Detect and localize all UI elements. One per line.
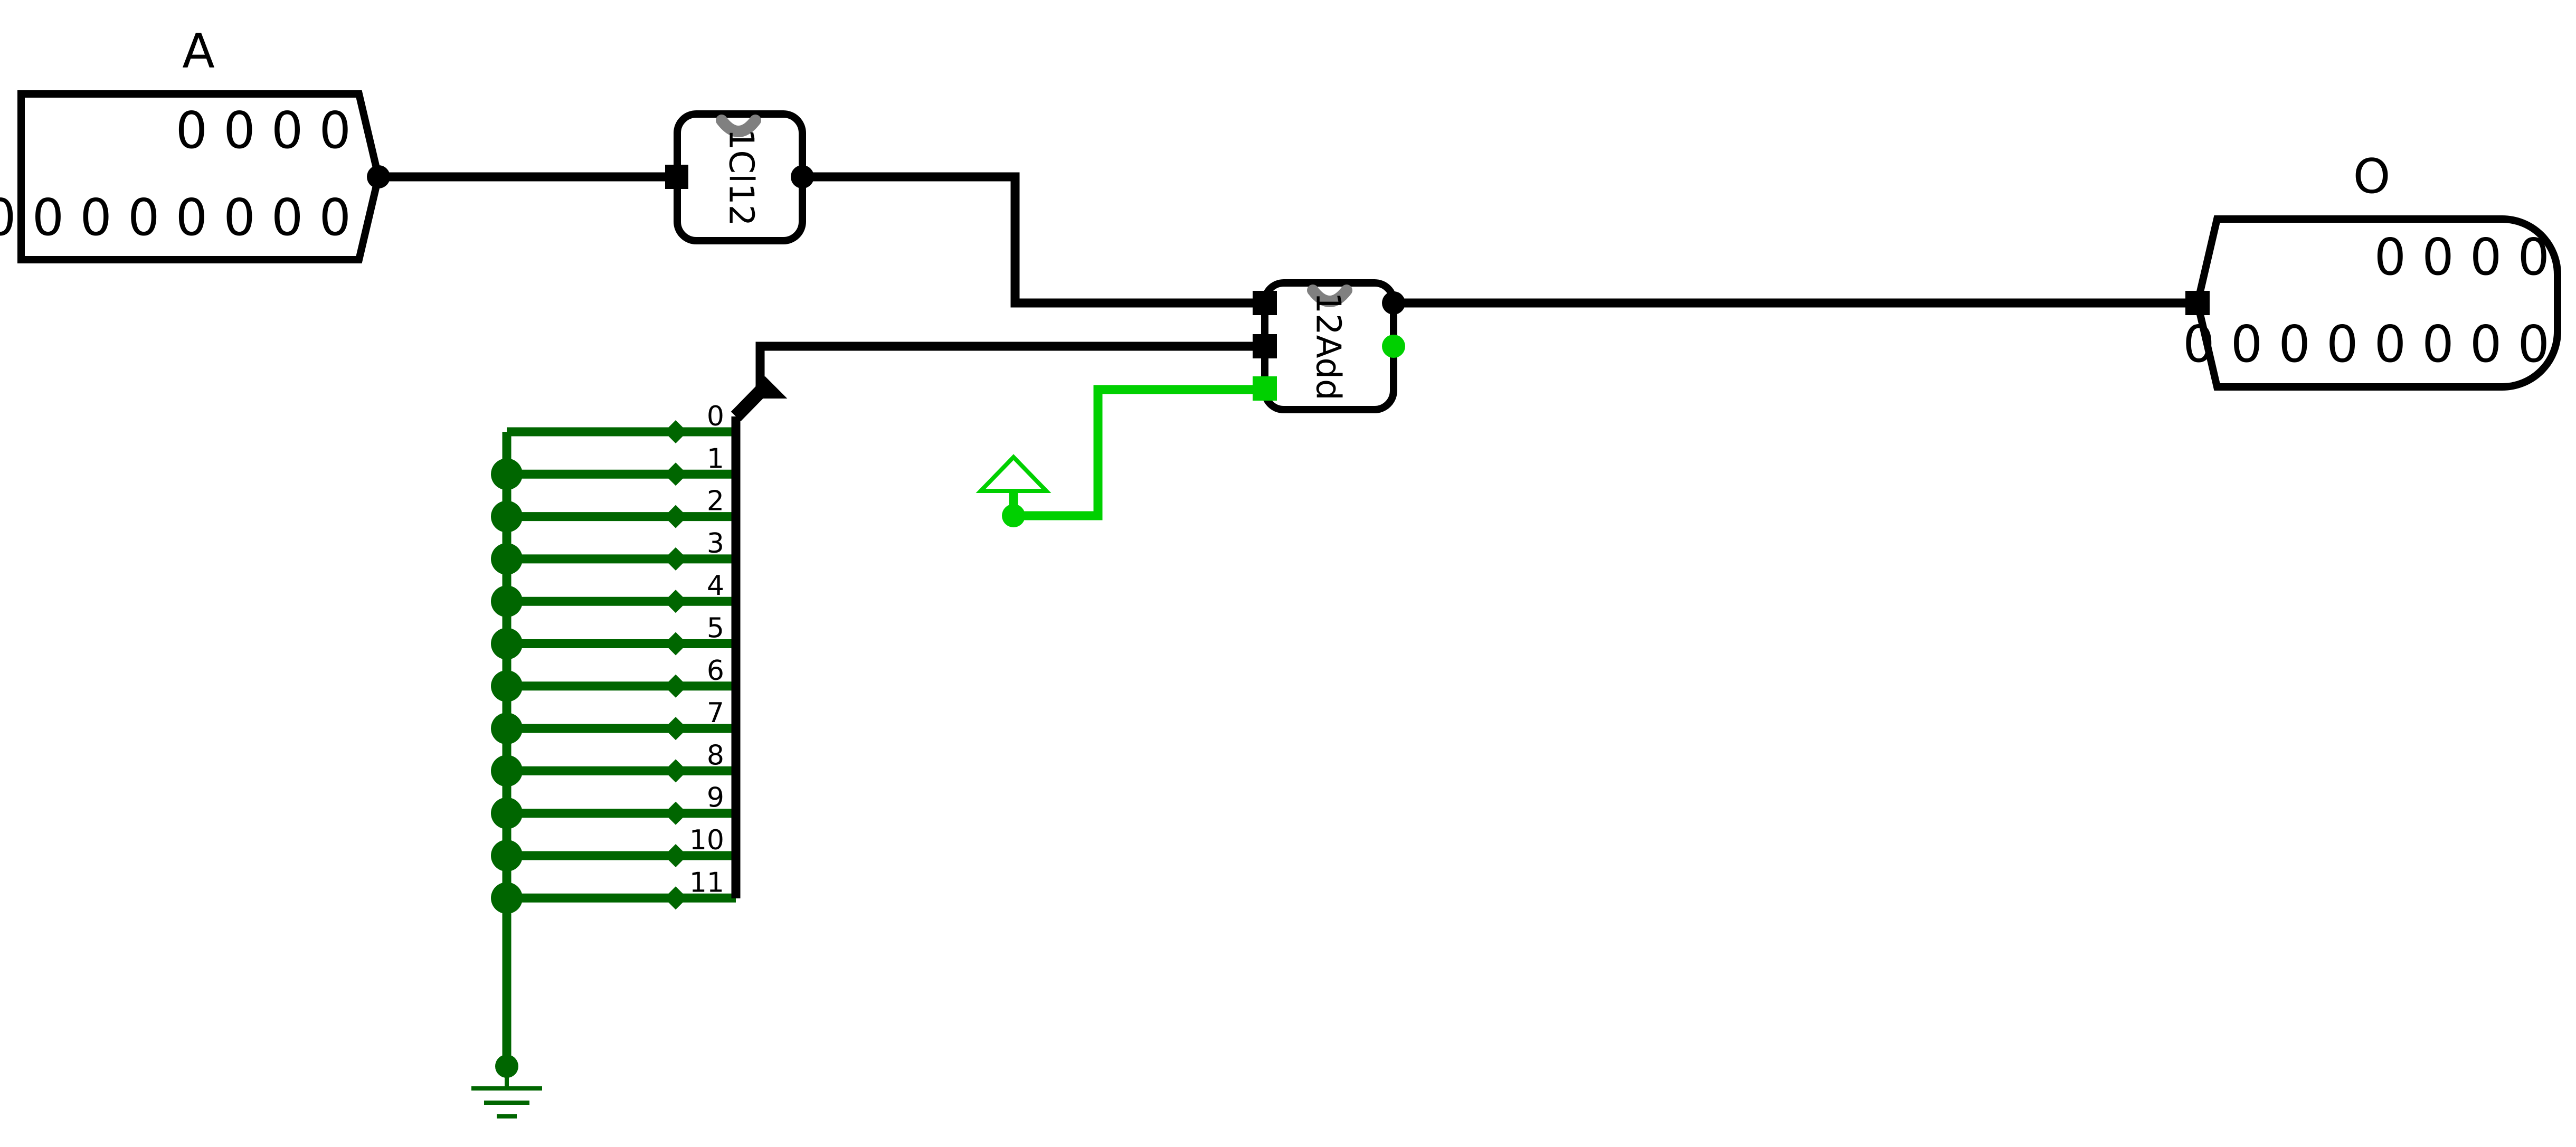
splitter-port-diamond [664, 505, 687, 528]
junction-dot [491, 585, 523, 618]
splitter-bit-wire-1[interactable] [491, 458, 736, 490]
clock-marker-icon [716, 115, 761, 137]
splitter-bit-label: 5 [707, 613, 724, 644]
cl12-component[interactable]: 1Cl12 [665, 110, 814, 244]
splitter-port-diamond [664, 674, 687, 698]
add12-input-port-b[interactable] [1253, 334, 1277, 358]
junction-dot [491, 500, 523, 533]
splitter-bit-label: 2 [707, 486, 724, 517]
splitter-port-diamond [664, 801, 687, 825]
output-pin-o-label: O [2353, 149, 2391, 204]
splitter-bit-wire-8[interactable] [491, 755, 736, 787]
splitter-bit-wire-9[interactable] [491, 797, 736, 829]
splitter-bit-wires [491, 420, 736, 914]
junction-dot [491, 797, 523, 829]
power-port[interactable] [1002, 504, 1025, 527]
cl12-label: 1Cl12 [721, 129, 760, 226]
splitter-bit-wire-5[interactable] [491, 628, 736, 660]
splitter-bit-wire-4[interactable] [491, 585, 736, 618]
splitter-bit-wire-10[interactable] [491, 840, 736, 871]
add12-input-port-a[interactable] [1253, 291, 1277, 315]
wire-cl-to-add[interactable] [802, 172, 1265, 308]
splitter-bit-label: 8 [707, 740, 724, 771]
splitter-port-diamond [664, 420, 687, 443]
junction-dot [491, 882, 523, 914]
output-pin-o[interactable]: O 0 0 0 0 0 0 0 0 0 0 0 0 [2183, 149, 2561, 391]
splitter-port-diamond [664, 590, 687, 613]
output-pin-o-value-row2: 0 0 0 0 0 0 0 0 [2183, 316, 2550, 374]
input-pin-a-value-row2: 0 0 0 0 0 0 0 0 [0, 189, 351, 247]
junction-dot [491, 840, 523, 871]
splitter-bit-label: 4 [707, 570, 724, 602]
junction-dot [491, 458, 523, 490]
splitter-bit-wire-11[interactable] [491, 882, 736, 914]
add12-label: 12Add [1308, 292, 1347, 400]
splitter-bit-wire-2[interactable] [491, 500, 736, 533]
splitter-port-diamond [664, 547, 687, 571]
junction-dot [491, 670, 523, 702]
junction-dot [491, 628, 523, 660]
splitter-bit-label: 7 [707, 697, 724, 729]
clock-marker-icon [1307, 285, 1352, 307]
splitter-port-diamond [664, 632, 687, 656]
splitter-bit-label: 11 [689, 867, 724, 898]
splitter-bit-label: 0 [707, 401, 724, 432]
add12-output-port[interactable] [1382, 291, 1405, 315]
splitter-bit-wire-0[interactable] [507, 420, 736, 443]
input-pin-a-label: A [182, 24, 215, 79]
splitter-bit-wire-6[interactable] [491, 670, 736, 702]
splitter-port-diamond [664, 717, 687, 741]
splitter-port-diamond [664, 844, 687, 867]
input-pin-a[interactable]: A 0 0 0 0 0 0 0 0 0 0 0 0 [0, 24, 390, 263]
splitter-bit-label: 9 [707, 782, 724, 814]
output-pin-o-value-row1: 0 0 0 0 [2374, 229, 2550, 287]
input-pin-a-value-row1: 0 0 0 0 [176, 102, 351, 160]
junction-dot [491, 543, 523, 575]
power-triangle-icon [976, 454, 1052, 493]
wire-splitter-to-add[interactable] [755, 342, 1265, 387]
cl12-input-port[interactable] [665, 165, 688, 189]
splitter[interactable] [731, 376, 788, 898]
output-pin-o-port[interactable] [2185, 291, 2210, 315]
cl12-output-port[interactable] [791, 165, 814, 188]
splitter-bus-stub [731, 376, 788, 422]
splitter-bit-label: 1 [707, 443, 724, 475]
constant-one-source[interactable] [976, 385, 1265, 527]
splitter-bit-labels: 0 1 2 3 4 5 6 7 8 9 10 11 [689, 401, 724, 898]
splitter-bit-label: 6 [707, 655, 724, 687]
splitter-bit-wire-3[interactable] [491, 543, 736, 575]
splitter-port-diamond [664, 462, 687, 486]
input-pin-a-port[interactable] [367, 165, 390, 188]
ground-icon [471, 1066, 542, 1118]
junction-dot [491, 713, 523, 745]
add12-carry-out-port[interactable] [1382, 335, 1405, 358]
junction-dot [491, 755, 523, 787]
splitter-port-diamond [664, 759, 687, 783]
splitter-bit-label: 3 [707, 528, 724, 560]
splitter-bit-wire-7[interactable] [491, 713, 736, 745]
add12-component[interactable]: 12Add [1253, 279, 1405, 413]
splitter-port-diamond [664, 886, 687, 910]
splitter-bit-label: 10 [689, 824, 724, 856]
